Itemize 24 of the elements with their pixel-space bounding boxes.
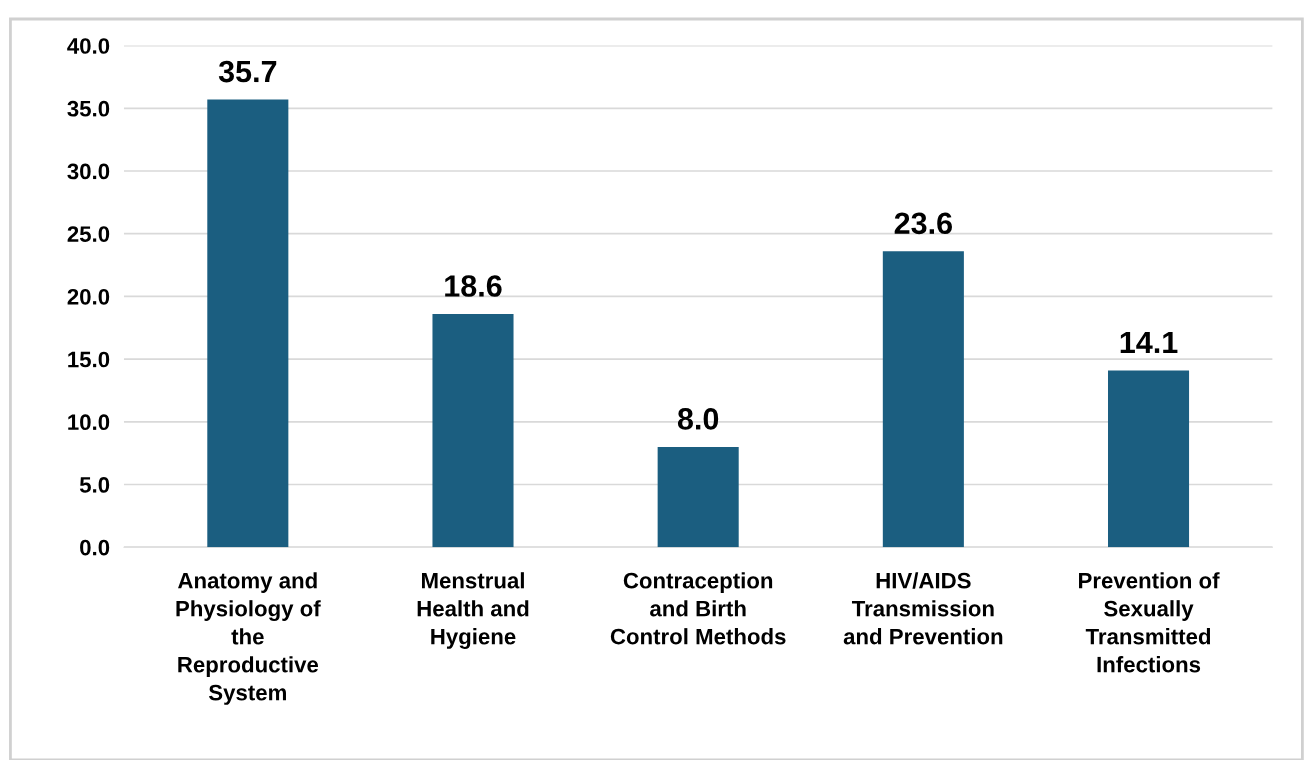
data-label: 23.6 bbox=[894, 212, 952, 235]
y-tick-label: 15.0 bbox=[68, 351, 110, 368]
bar bbox=[1108, 370, 1190, 548]
data-label: 18.6 bbox=[445, 275, 502, 297]
bar bbox=[207, 99, 289, 548]
y-tick-label: 10.0 bbox=[68, 414, 110, 431]
y-tick-label: 5.0 bbox=[79, 477, 110, 493]
data-label: 14.1 bbox=[1120, 331, 1178, 353]
bar bbox=[432, 313, 514, 548]
bar bbox=[882, 251, 964, 548]
x-tick-label: Prevention of Sexually Transmitted Infections bbox=[1079, 572, 1220, 673]
x-tick-label: Anatomy and Physiology of the Reproductive System bbox=[176, 572, 321, 705]
x-tick-label: Contraception and Birth Control Methods bbox=[610, 572, 786, 645]
y-tick-label: 40.0 bbox=[67, 38, 110, 54]
y-tick-label: 25.0 bbox=[67, 226, 110, 242]
y-tick-label: 0.0 bbox=[80, 539, 110, 556]
data-label: 8.0 bbox=[677, 408, 719, 430]
y-tick-label: 20.0 bbox=[67, 288, 110, 305]
data-label: 35.7 bbox=[218, 60, 277, 83]
y-tick-label: 35.0 bbox=[67, 100, 110, 117]
x-tick-label: Menstrual Health and Hygiene bbox=[417, 572, 529, 649]
y-tick-label: 30.0 bbox=[67, 163, 110, 180]
x-tick-label: HIV/AIDS Transmission and Prevention bbox=[843, 572, 1003, 645]
bar bbox=[657, 446, 739, 548]
